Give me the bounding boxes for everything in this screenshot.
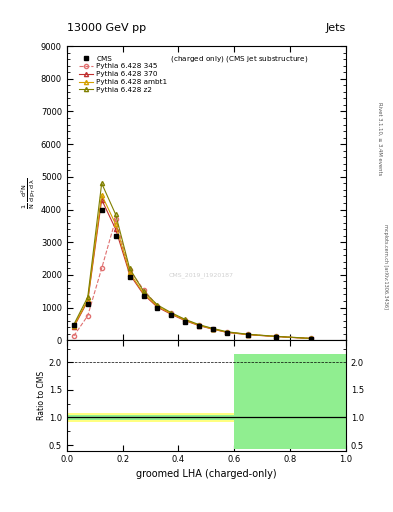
Line: Pythia 6.428 370: Pythia 6.428 370 <box>72 198 313 340</box>
Pythia 6.428 345 <box>274 333 278 339</box>
CMS <box>197 323 202 329</box>
Pythia 6.428 z2 <box>141 288 146 294</box>
Pythia 6.428 345 <box>141 287 146 293</box>
Pythia 6.428 345 <box>99 265 104 271</box>
CMS <box>85 301 90 307</box>
Pythia 6.428 z2 <box>155 302 160 308</box>
Text: Groomed LHA$\lambda^1_{0.5}$ (charged only) (CMS jet substructure): Groomed LHA$\lambda^1_{0.5}$ (charged on… <box>105 53 308 67</box>
Pythia 6.428 z2 <box>274 333 278 339</box>
CMS <box>113 232 118 239</box>
Pythia 6.428 ambt1 <box>99 191 104 198</box>
Pythia 6.428 z2 <box>127 265 132 271</box>
Pythia 6.428 370 <box>155 304 160 310</box>
Pythia 6.428 345 <box>309 335 313 342</box>
CMS <box>246 332 251 338</box>
Pythia 6.428 ambt1 <box>211 326 216 332</box>
Pythia 6.428 370 <box>246 332 251 338</box>
Y-axis label: Ratio to CMS: Ratio to CMS <box>37 371 46 420</box>
Pythia 6.428 ambt1 <box>183 317 188 324</box>
Pythia 6.428 ambt1 <box>85 297 90 303</box>
Pythia 6.428 370 <box>309 335 313 342</box>
Pythia 6.428 ambt1 <box>197 322 202 328</box>
Pythia 6.428 370 <box>141 291 146 297</box>
Line: CMS: CMS <box>72 207 313 341</box>
Pythia 6.428 345 <box>127 267 132 273</box>
Line: Pythia 6.428 345: Pythia 6.428 345 <box>72 217 313 340</box>
Pythia 6.428 370 <box>99 197 104 203</box>
Pythia 6.428 z2 <box>169 310 174 316</box>
Pythia 6.428 ambt1 <box>169 311 174 317</box>
Pythia 6.428 ambt1 <box>225 329 230 335</box>
X-axis label: groomed LHA (charged-only): groomed LHA (charged-only) <box>136 468 277 479</box>
CMS <box>99 206 104 212</box>
Text: 13000 GeV pp: 13000 GeV pp <box>67 23 146 33</box>
CMS <box>127 273 132 280</box>
Pythia 6.428 z2 <box>246 331 251 337</box>
CMS <box>225 330 230 336</box>
CMS <box>211 326 216 332</box>
Pythia 6.428 z2 <box>197 322 202 328</box>
Line: Pythia 6.428 z2: Pythia 6.428 z2 <box>72 181 313 340</box>
Pythia 6.428 345 <box>169 310 174 316</box>
Pythia 6.428 370 <box>127 271 132 278</box>
Pythia 6.428 370 <box>274 333 278 339</box>
Y-axis label: $\mathregular{\frac{1}{N}\,\frac{d^2N}{d\,p_T\,d\,\lambda}}$: $\mathregular{\frac{1}{N}\,\frac{d^2N}{d… <box>20 178 38 209</box>
Pythia 6.428 345 <box>183 317 188 323</box>
Pythia 6.428 z2 <box>211 326 216 332</box>
Pythia 6.428 370 <box>211 326 216 332</box>
Pythia 6.428 370 <box>183 318 188 324</box>
Pythia 6.428 ambt1 <box>113 221 118 227</box>
Pythia 6.428 370 <box>197 323 202 329</box>
Pythia 6.428 ambt1 <box>127 269 132 275</box>
Pythia 6.428 345 <box>85 313 90 319</box>
Pythia 6.428 z2 <box>113 211 118 218</box>
Pythia 6.428 z2 <box>183 316 188 323</box>
Pythia 6.428 ambt1 <box>309 335 313 342</box>
Text: CMS_2019_I1920187: CMS_2019_I1920187 <box>168 273 233 279</box>
Pythia 6.428 z2 <box>99 180 104 186</box>
Pythia 6.428 345 <box>211 326 216 332</box>
Line: Pythia 6.428 ambt1: Pythia 6.428 ambt1 <box>72 193 313 340</box>
Pythia 6.428 ambt1 <box>72 323 76 329</box>
Pythia 6.428 345 <box>225 329 230 335</box>
Pythia 6.428 370 <box>113 226 118 232</box>
CMS <box>309 336 313 342</box>
Pythia 6.428 370 <box>169 311 174 317</box>
Pythia 6.428 ambt1 <box>141 290 146 296</box>
CMS <box>141 293 146 299</box>
CMS <box>72 322 76 328</box>
CMS <box>274 334 278 340</box>
Legend: CMS, Pythia 6.428 345, Pythia 6.428 370, Pythia 6.428 ambt1, Pythia 6.428 z2: CMS, Pythia 6.428 345, Pythia 6.428 370,… <box>76 53 170 96</box>
Pythia 6.428 370 <box>72 324 76 330</box>
Pythia 6.428 345 <box>246 331 251 337</box>
Pythia 6.428 ambt1 <box>155 303 160 309</box>
Pythia 6.428 z2 <box>225 329 230 335</box>
Text: Rivet 3.1.10, ≥ 3.4M events: Rivet 3.1.10, ≥ 3.4M events <box>377 101 382 175</box>
Pythia 6.428 345 <box>113 216 118 222</box>
Pythia 6.428 345 <box>155 303 160 309</box>
CMS <box>169 312 174 318</box>
Pythia 6.428 z2 <box>85 294 90 300</box>
Pythia 6.428 ambt1 <box>246 331 251 337</box>
Pythia 6.428 345 <box>197 322 202 328</box>
Text: mcplots.cern.ch [arXiv:1306.3436]: mcplots.cern.ch [arXiv:1306.3436] <box>383 224 387 309</box>
Pythia 6.428 345 <box>72 333 76 339</box>
Pythia 6.428 370 <box>85 298 90 304</box>
CMS <box>155 305 160 311</box>
Pythia 6.428 ambt1 <box>274 333 278 339</box>
CMS <box>183 318 188 325</box>
Text: Jets: Jets <box>325 23 346 33</box>
Pythia 6.428 370 <box>225 329 230 335</box>
Pythia 6.428 z2 <box>72 322 76 328</box>
Pythia 6.428 z2 <box>309 335 313 342</box>
